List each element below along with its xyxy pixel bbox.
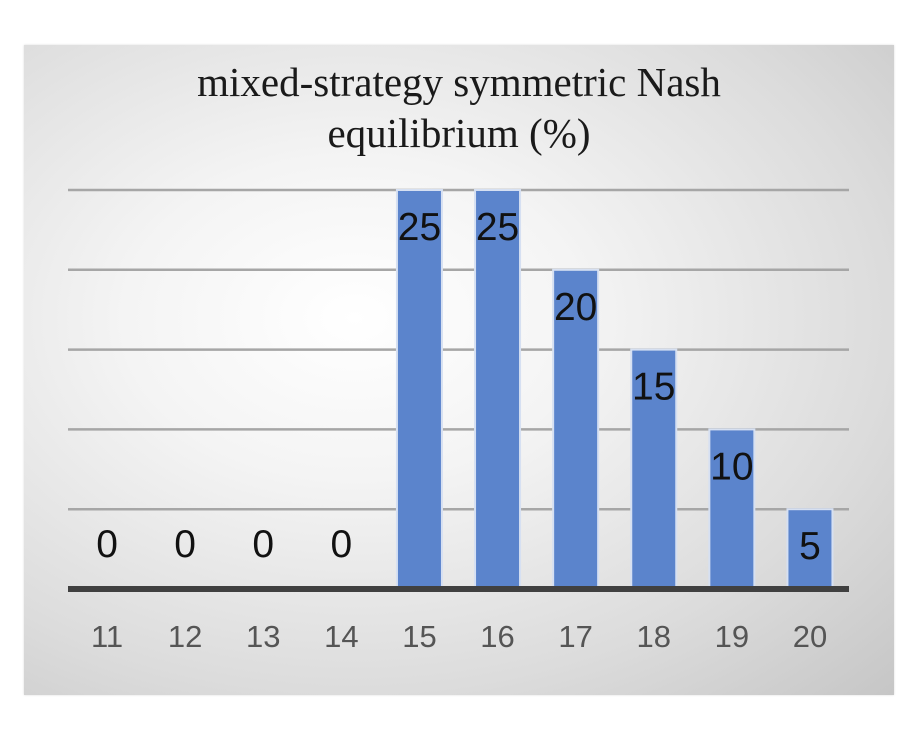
- data-label-14: 0: [330, 523, 352, 566]
- chart-title: mixed-strategy symmetric Nash equilibriu…: [24, 57, 894, 159]
- x-tick-label-18: 18: [637, 619, 671, 654]
- x-tick-label-13: 13: [246, 619, 280, 654]
- bar-15: [395, 189, 443, 590]
- bar-19: [708, 428, 756, 590]
- data-label-20: 5: [799, 525, 821, 568]
- x-tick-label-11: 11: [91, 619, 123, 654]
- data-label-13: 0: [252, 523, 274, 566]
- x-tick-label-17: 17: [558, 619, 592, 654]
- bar-20: [786, 508, 834, 591]
- x-tick-label-19: 19: [715, 619, 749, 654]
- data-label-16: 25: [476, 206, 519, 249]
- x-tick-label-20: 20: [793, 619, 827, 654]
- data-label-19: 10: [710, 445, 753, 488]
- chart-title-line-1: mixed-strategy symmetric Nash: [197, 59, 721, 105]
- data-label-18: 15: [632, 366, 675, 409]
- x-tick-label-16: 16: [480, 619, 514, 654]
- data-label-11: 0: [96, 523, 118, 566]
- bar-18: [630, 348, 678, 590]
- data-label-15: 25: [398, 206, 441, 249]
- x-tick-label-14: 14: [324, 619, 358, 654]
- data-label-12: 0: [174, 523, 196, 566]
- chart-title-line-2: equilibrium (%): [327, 110, 591, 156]
- bar-16: [474, 189, 522, 590]
- x-tick-label-12: 12: [168, 619, 202, 654]
- x-tick-label-15: 15: [402, 619, 436, 654]
- data-label-17: 20: [554, 286, 597, 329]
